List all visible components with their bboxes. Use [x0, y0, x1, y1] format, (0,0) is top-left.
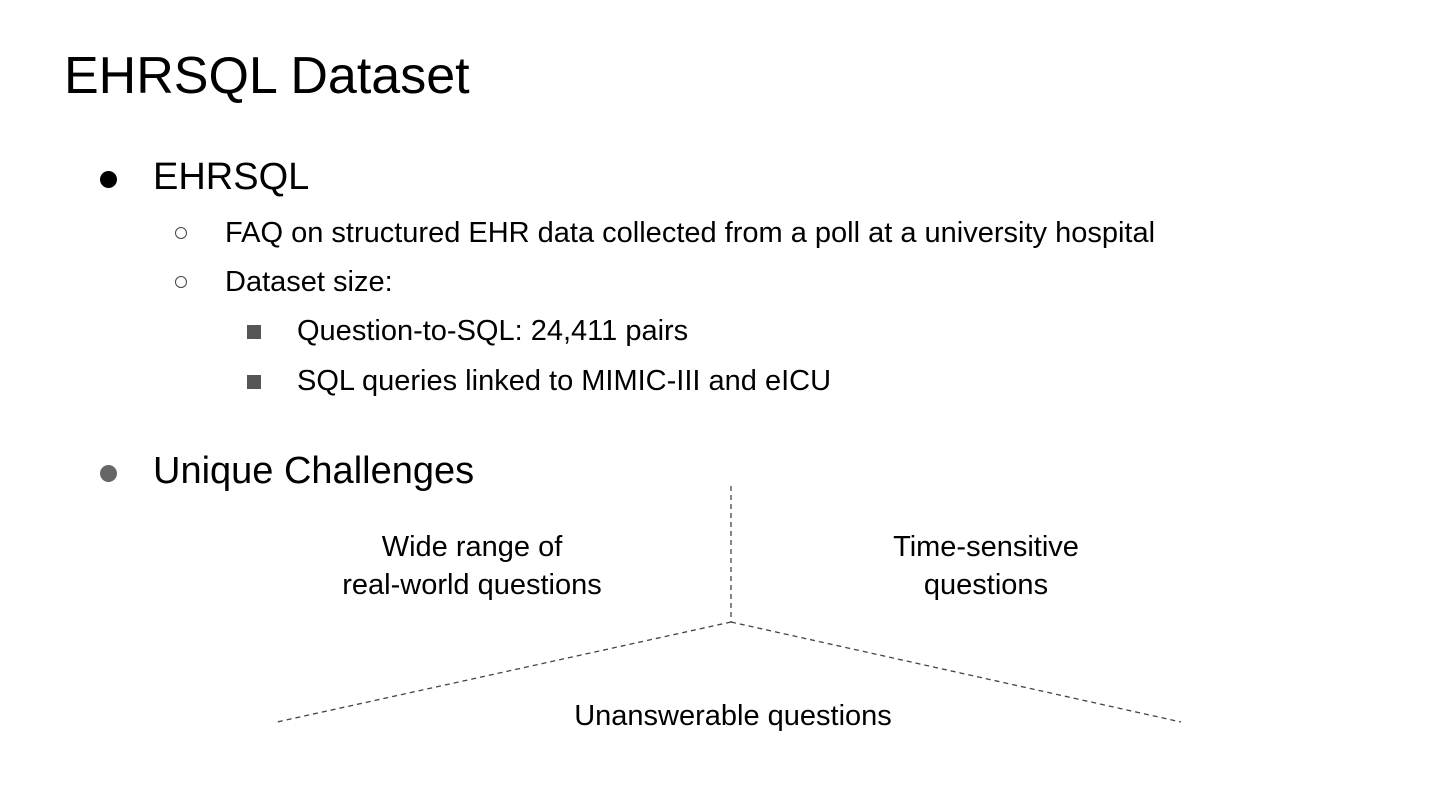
challenge-line: real-world questions — [342, 569, 602, 601]
challenge-unanswerable: Unanswerable questions — [533, 697, 933, 735]
bullet-text: Question-to-SQL: 24,411 pairs — [297, 315, 689, 347]
bullet-text: EHRSQL — [153, 156, 310, 198]
challenge-wide-range: Wide range of real-world questions — [312, 528, 632, 604]
slide-title: EHRSQL Dataset — [64, 47, 470, 105]
bullet-circle-icon — [175, 227, 187, 239]
bullet-text: FAQ on structured EHR data collected fro… — [225, 217, 1156, 249]
bullet-square-icon — [247, 375, 261, 389]
challenge-line: Unanswerable questions — [574, 700, 892, 732]
bullet-text: Unique Challenges — [153, 450, 475, 492]
bullet-text: SQL queries linked to MIMIC-III and eICU — [297, 365, 832, 397]
bullet-disc-icon — [100, 171, 117, 188]
bullet-disc-icon — [100, 465, 117, 482]
bullet-circle-icon — [175, 276, 187, 288]
challenge-line: Time-sensitive — [893, 531, 1079, 563]
bullet-text: Dataset size: — [225, 266, 393, 298]
bullet-faq: FAQ on structured EHR data collected fro… — [225, 215, 1155, 251]
bullet-unique-challenges: Unique Challenges — [153, 448, 474, 494]
bullet-sql-queries: SQL queries linked to MIMIC-III and eICU — [297, 363, 831, 399]
bullet-square-icon — [247, 325, 261, 339]
bullet-ehrsql: EHRSQL — [153, 154, 309, 200]
challenge-line: Wide range of — [381, 531, 563, 563]
bullet-question-to-sql: Question-to-SQL: 24,411 pairs — [297, 313, 688, 349]
challenge-line: questions — [923, 569, 1049, 601]
bullet-dataset-size: Dataset size: — [225, 264, 393, 300]
challenge-time-sensitive: Time-sensitive questions — [836, 528, 1136, 604]
